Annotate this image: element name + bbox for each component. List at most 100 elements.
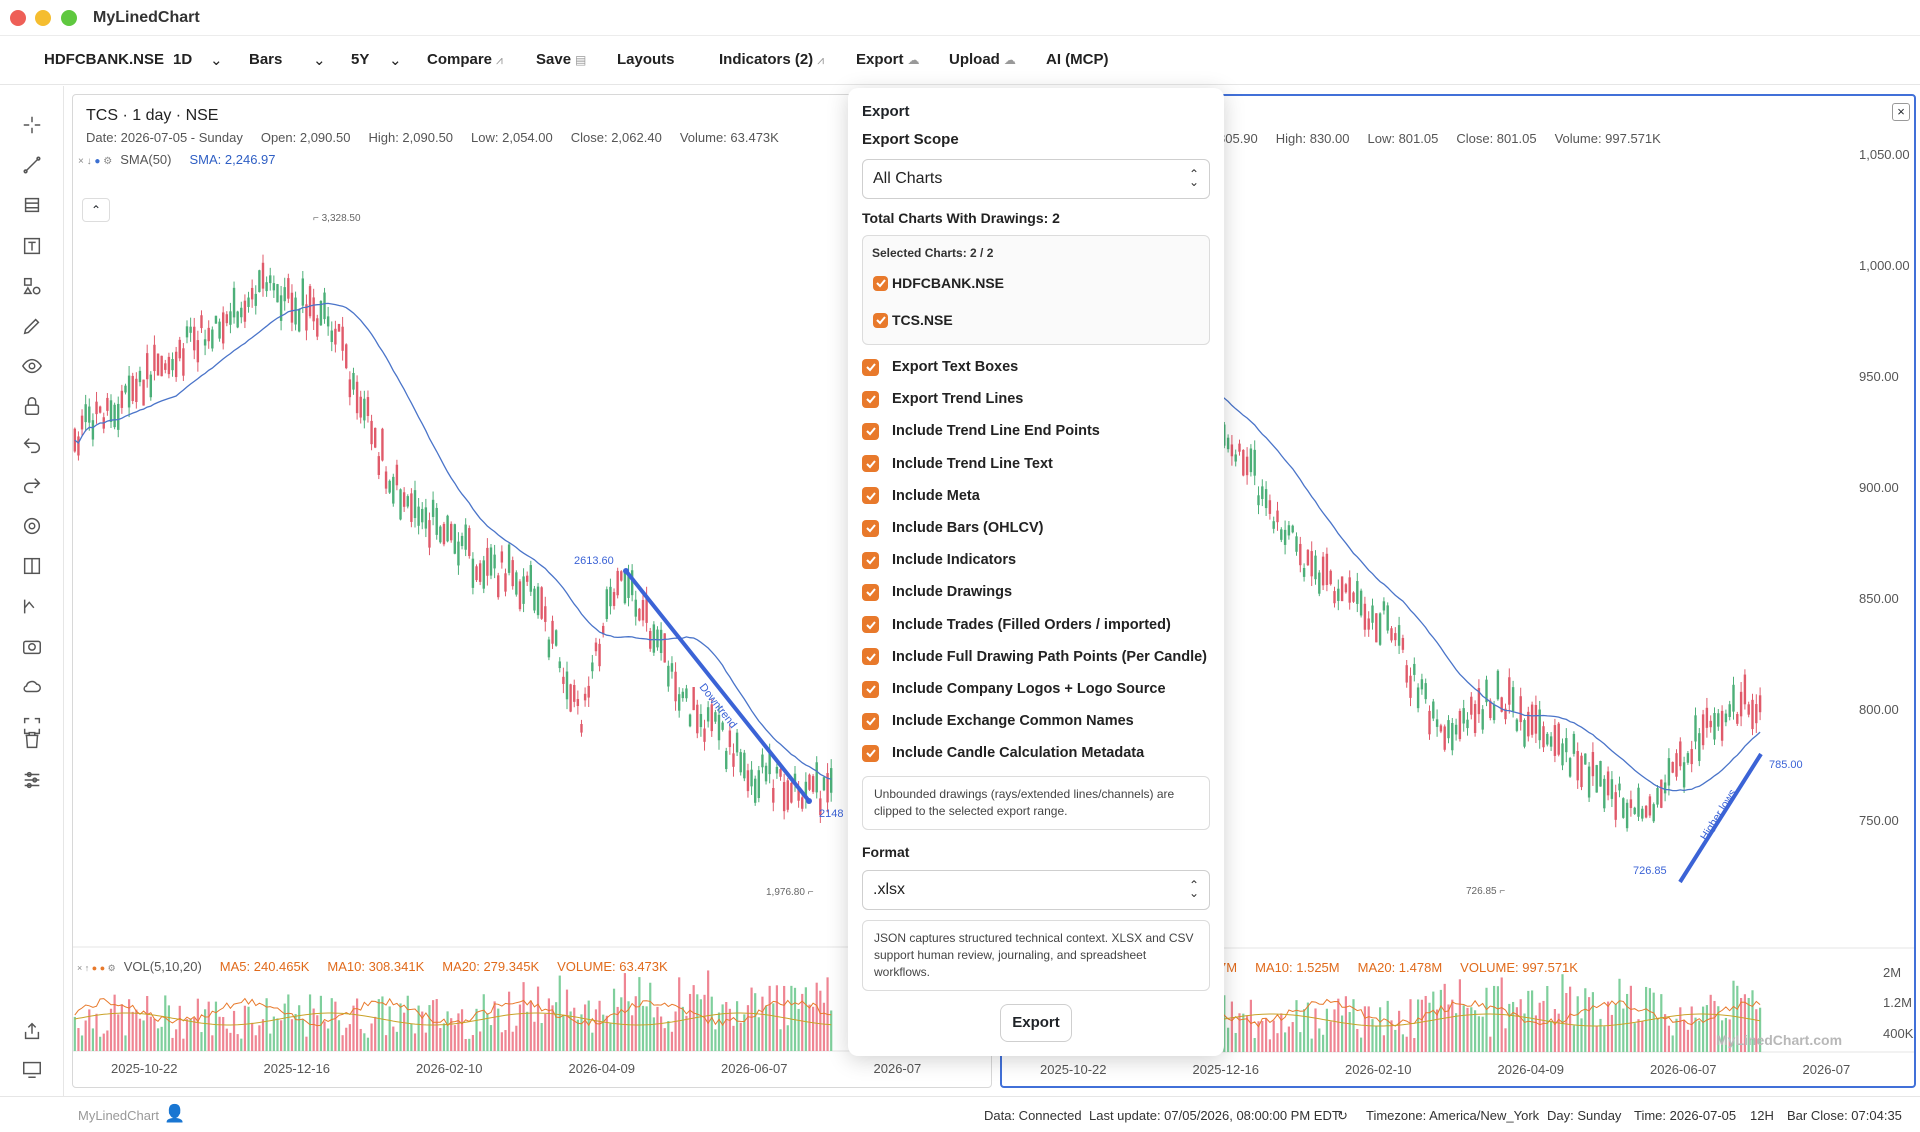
ohlc-low-right: Low: 801.05 <box>1367 131 1439 146</box>
fullscreen-icon[interactable] <box>14 711 50 741</box>
refresh-icon[interactable]: ↻ <box>1337 1108 1348 1123</box>
volume-bar <box>1656 1018 1659 1052</box>
volume-legend-controls[interactable]: × ↑ ● ● ⚙ <box>77 963 116 973</box>
cloud-icon[interactable] <box>14 671 50 701</box>
volume-bar <box>1363 1006 1366 1052</box>
trend-line-icon[interactable] <box>14 150 50 180</box>
option-checkbox-13[interactable]: Include Candle Calculation Metadata <box>862 742 1144 764</box>
chart-checkbox-tcs-nse[interactable]: TCS.NSE <box>873 309 953 331</box>
ai-mcp-button[interactable]: AI (MCP) <box>1046 51 1109 68</box>
collapse-legend-button[interactable]: ⌃ <box>82 198 110 222</box>
camera-icon[interactable] <box>14 631 50 661</box>
chevron-down-icon[interactable]: ⌄ <box>389 52 402 69</box>
candle-body <box>439 526 442 543</box>
status-timezone[interactable]: Timezone: America/New_York <box>1366 1108 1540 1123</box>
chevron-down-icon[interactable]: ⌄ <box>210 52 223 69</box>
volume-bar <box>1348 1012 1351 1052</box>
undo-icon[interactable] <box>14 431 50 461</box>
share-icon[interactable] <box>14 1016 50 1046</box>
sliders-icon[interactable] <box>14 765 50 795</box>
chart-checkbox-hdfcbank-nse[interactable]: HDFCBANK.NSE <box>873 272 1004 294</box>
maximize-window-button[interactable] <box>61 10 77 26</box>
export-submit-button[interactable]: Export <box>1000 1004 1072 1042</box>
status-hour-mode[interactable]: 12H <box>1750 1108 1774 1123</box>
candle-body <box>1523 720 1526 747</box>
candle-body <box>276 284 279 303</box>
candle-body <box>638 608 641 621</box>
sys-monitor-icon[interactable] <box>14 1054 50 1084</box>
option-checkbox-10[interactable]: Include Full Drawing Path Points (Per Ca… <box>862 646 1207 668</box>
close-pane-icon[interactable]: × <box>1892 103 1910 121</box>
indicators-button[interactable]: Indicators (2) ⩘ <box>719 51 824 68</box>
volume-bar <box>482 994 485 1051</box>
pencil-icon[interactable] <box>14 311 50 341</box>
downtrend-line[interactable] <box>624 569 811 803</box>
candle-body <box>196 340 200 363</box>
lock-icon[interactable] <box>14 391 50 421</box>
volume-bar <box>652 1017 655 1051</box>
upload-button[interactable]: Upload ☁ <box>949 51 1016 68</box>
settings-icon[interactable] <box>14 511 50 541</box>
symbol-selector[interactable]: HDFCBANK.NSE <box>44 51 164 68</box>
volume-bar <box>497 1008 500 1051</box>
legend-controls-icon[interactable]: × ↓ ● ⚙ <box>78 156 113 167</box>
minimize-window-button[interactable] <box>35 10 51 26</box>
candle-body <box>732 753 735 767</box>
volume-bar <box>207 1001 210 1051</box>
option-checkbox-5[interactable]: Include Meta <box>862 485 980 507</box>
option-checkbox-12[interactable]: Include Exchange Common Names <box>862 710 1134 732</box>
format-select[interactable]: .xlsx ⌃ ⌄ <box>862 870 1210 910</box>
fib-icon[interactable] <box>14 190 50 220</box>
trend-endpoint[interactable] <box>623 568 629 574</box>
volume-bar <box>688 993 692 1051</box>
option-checkbox-4[interactable]: Include Trend Line Text <box>862 453 1053 475</box>
option-checkbox-7[interactable]: Include Indicators <box>862 549 1016 571</box>
layouts-button[interactable]: Layouts <box>617 51 675 68</box>
option-checkbox-11[interactable]: Include Company Logos + Logo Source <box>862 678 1166 700</box>
candle-body <box>1458 710 1462 740</box>
eth-icon[interactable] <box>14 591 50 621</box>
split-icon[interactable] <box>14 551 50 581</box>
volume-bar <box>1519 999 1522 1052</box>
user-icon[interactable]: 👤 <box>164 1104 186 1123</box>
trash-icon[interactable] <box>14 725 50 755</box>
option-checkbox-1[interactable]: Export Text Boxes <box>862 356 1018 378</box>
range-selector[interactable]: 5Y <box>351 51 370 68</box>
shapes-icon[interactable] <box>14 271 50 301</box>
text-icon[interactable] <box>14 231 50 261</box>
volume-bar <box>616 1006 619 1051</box>
crosshair-icon[interactable] <box>14 110 50 140</box>
higher-lows-line[interactable] <box>1678 752 1763 884</box>
save-button[interactable]: Save ▤ <box>536 51 586 68</box>
interval-selector[interactable]: 1D <box>173 51 193 68</box>
candle-body <box>674 671 677 702</box>
chart-pane-tcs[interactable]: 2613.60 2148 Downtrend ⌐ 3,328.50 1,976.80 ⌐… <box>72 94 992 1088</box>
volume-bar <box>381 996 384 1051</box>
eye-icon[interactable] <box>14 351 50 381</box>
trend-start-label: 726.85 <box>1633 865 1667 877</box>
option-checkbox-3[interactable]: Include Trend Line End Points <box>862 420 1100 442</box>
chart-type-selector[interactable]: Bars <box>249 51 283 68</box>
trend-endpoint[interactable] <box>806 798 812 804</box>
volume-bar <box>258 1025 261 1051</box>
candle-body <box>240 307 243 318</box>
volume-bar <box>685 1015 688 1051</box>
compare-button[interactable]: Compare ⩘ <box>427 51 503 68</box>
export-scope-select[interactable]: All Charts ⌃ ⌄ <box>862 159 1210 199</box>
close-window-button[interactable] <box>10 10 26 26</box>
chevron-down-icon[interactable]: ⌄ <box>313 52 326 69</box>
redo-icon[interactable] <box>14 471 50 501</box>
top-toolbar: HDFCBANK.NSE 1D ⌄ Bars ⌄ 5Y ⌄ Compare ⩘ S… <box>0 37 1920 85</box>
export-button-toolbar[interactable]: Export ☁ <box>856 51 920 68</box>
option-checkbox-2[interactable]: Export Trend Lines <box>862 388 1023 410</box>
candle-body <box>1633 807 1636 814</box>
volume-bar <box>797 1008 800 1051</box>
option-checkbox-6[interactable]: Include Bars (OHLCV) <box>862 517 1043 539</box>
option-checkbox-9[interactable]: Include Trades (Filled Orders / imported… <box>862 614 1171 636</box>
tcs-candles <box>73 254 833 823</box>
date-label: 2025-12-16 <box>1192 1062 1260 1077</box>
candle-body <box>1739 691 1743 717</box>
option-checkbox-8[interactable]: Include Drawings <box>862 581 1012 603</box>
candle-body <box>1382 601 1386 611</box>
